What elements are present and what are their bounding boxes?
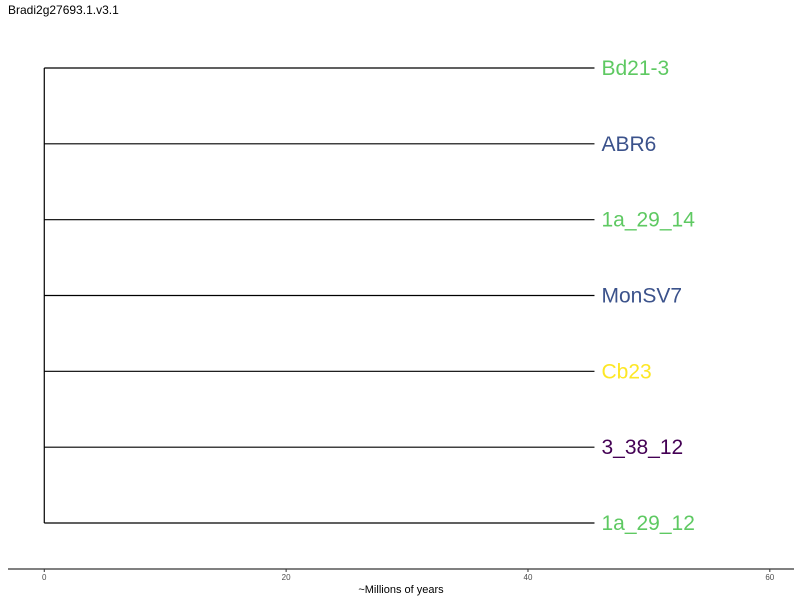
chart-title: Bradi2g27693.1.v3.1	[8, 3, 119, 17]
x-axis-ticks: 0 20 40 60	[42, 569, 775, 582]
x-axis: 0 20 40 60 ~Millions of years	[8, 568, 794, 596]
x-tick-label: 40	[524, 573, 533, 582]
leaf-label: Cb23	[601, 360, 651, 383]
x-tick-label: 60	[765, 573, 774, 582]
leaf-label: ABR6	[601, 133, 656, 156]
tree-branches	[43, 67, 595, 524]
leaf-label: MonSV7	[601, 285, 682, 308]
x-tick-label: 0	[42, 573, 47, 582]
leaf-label: Bd21-3	[601, 57, 669, 80]
leaf-labels: Bd21-3 ABR6 1a_29_14 MonSV7 Cb23 3_38_12 1a_29…	[601, 57, 695, 535]
x-tick-label: 20	[282, 573, 291, 582]
leaf-label: 1a_29_14	[601, 209, 695, 232]
leaf-label: 1a_29_12	[601, 512, 694, 535]
x-axis-label: ~Millions of years	[358, 584, 444, 596]
leaf-label: 3_38_12	[601, 436, 683, 459]
